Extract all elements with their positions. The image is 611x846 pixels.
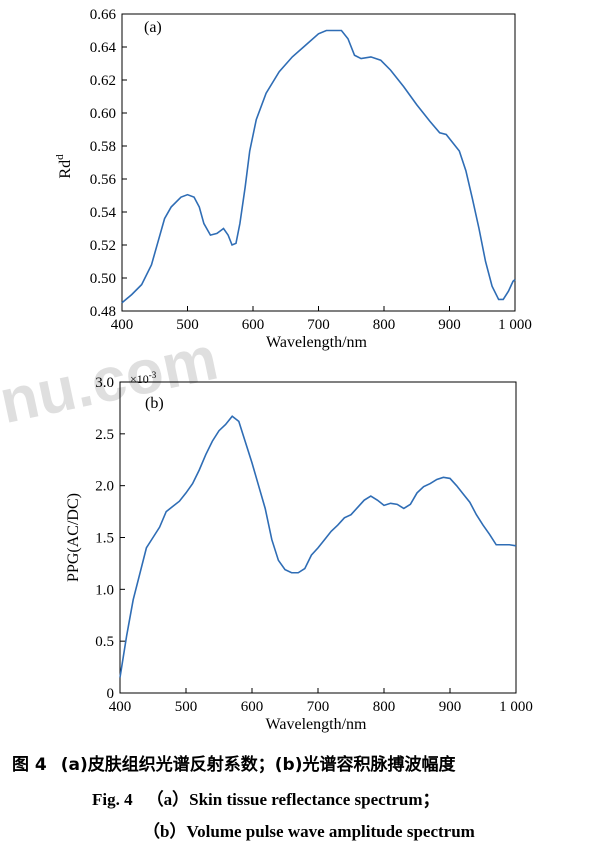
chart-panel-b: 400 500 600 700 800 900 1 000 0 0.5 1.0 1.5 2.0 2.5… bbox=[65, 370, 533, 733]
caption-zh-fig: 图 4 bbox=[12, 755, 47, 775]
caption-chinese: 图 4 (a)皮肤组织光谱反射系数；(b)光谱容积脉搏波幅度 bbox=[12, 750, 611, 775]
x-tick-label: 400 bbox=[111, 317, 134, 333]
y-axis-exponent-b: ×10-3 bbox=[130, 370, 157, 386]
y-axis-title-a: Rdd bbox=[54, 154, 74, 179]
y-tick-label: 0.54 bbox=[90, 205, 117, 221]
x-tick-label: 600 bbox=[242, 317, 265, 333]
x-tick-label: 900 bbox=[438, 317, 461, 333]
x-tick-label: 500 bbox=[175, 699, 198, 715]
x-tick-label: 700 bbox=[307, 699, 330, 715]
y-tick-label: 0.48 bbox=[90, 304, 116, 320]
panel-label-b: (b) bbox=[145, 395, 164, 412]
caption-en-text1: （a）Skin tissue reflectance spectrum； bbox=[146, 790, 440, 809]
x-axis-title-a: Wavelength/nm bbox=[266, 334, 367, 351]
x-ticks-b: 400 500 600 700 800 900 1 000 bbox=[109, 688, 533, 715]
y-tick-label: 0.62 bbox=[90, 73, 116, 89]
caption-en-text2: （b）Volume pulse wave amplitude spectrum bbox=[143, 822, 475, 841]
y-tick-label: 0.52 bbox=[90, 238, 116, 254]
y-axis-title-b: PPG(AC/DC) bbox=[65, 493, 82, 582]
x-ticks-a: 400 500 600 700 800 900 1 000 bbox=[111, 306, 532, 333]
x-tick-label: 600 bbox=[241, 699, 264, 715]
x-tick-label: 800 bbox=[373, 699, 396, 715]
y-axis-exponent-sup: -3 bbox=[149, 370, 157, 380]
y-tick-label: 0.50 bbox=[90, 271, 116, 287]
series-line-reflectance bbox=[121, 29, 516, 304]
x-tick-label: 1 000 bbox=[498, 317, 532, 333]
panel-label-a: (a) bbox=[144, 19, 162, 36]
chart-panel-a: 400 500 600 700 800 900 1 000 0.48 0.50 0.52 0.54… bbox=[54, 7, 532, 351]
y-tick-label: 2.5 bbox=[95, 427, 114, 443]
x-tick-label: 800 bbox=[373, 317, 396, 333]
y-tick-label: 0.58 bbox=[90, 139, 116, 155]
y-tick-label: 2.0 bbox=[95, 479, 114, 495]
x-tick-label: 400 bbox=[109, 699, 132, 715]
y-axis-title-a-base: Rd bbox=[57, 160, 74, 179]
x-tick-label: 1 000 bbox=[499, 699, 533, 715]
caption-english-line2: （b）Volume pulse wave amplitude spectrum bbox=[143, 817, 611, 842]
y-ticks-a: 0.48 0.50 0.52 0.54 0.56 0.58 0.60 0.62 0.64 0.66 bbox=[90, 7, 127, 320]
y-tick-label: 1.0 bbox=[95, 582, 114, 598]
caption-en-fig: Fig. 4 bbox=[92, 790, 133, 809]
y-tick-label: 3.0 bbox=[95, 375, 114, 391]
caption-zh-text: (a)皮肤组织光谱反射系数；(b)光谱容积脉搏波幅度 bbox=[60, 755, 456, 775]
y-tick-label: 0.64 bbox=[90, 40, 117, 56]
x-tick-label: 500 bbox=[176, 317, 199, 333]
y-tick-label: 0.66 bbox=[90, 7, 117, 23]
x-axis-title-b: Wavelength/nm bbox=[266, 716, 367, 733]
caption-english-line1: Fig. 4 （a）Skin tissue reflectance spectru… bbox=[92, 785, 611, 810]
y-tick-label: 0 bbox=[107, 686, 115, 702]
y-tick-label: 1.5 bbox=[95, 531, 114, 547]
figure-canvas: nu.com 400 500 600 700 800 900 1 000 0.480.500… bbox=[0, 7, 533, 733]
y-axis-exponent-base: ×10 bbox=[130, 372, 149, 386]
y-axis-title-a-sup: d bbox=[54, 154, 66, 160]
y-tick-label: 0.56 bbox=[90, 172, 117, 188]
series-line-ppg bbox=[119, 415, 517, 678]
plot-frame-a bbox=[121, 13, 516, 312]
x-tick-label: 700 bbox=[307, 317, 330, 333]
y-ticks-b: 0 0.5 1.0 1.5 2.0 2.5 3.0 bbox=[95, 375, 125, 702]
x-tick-label: 900 bbox=[439, 699, 462, 715]
plot-frame-b bbox=[119, 381, 517, 694]
y-tick-label: 0.60 bbox=[90, 106, 116, 122]
y-tick-label: 0.5 bbox=[95, 634, 114, 650]
